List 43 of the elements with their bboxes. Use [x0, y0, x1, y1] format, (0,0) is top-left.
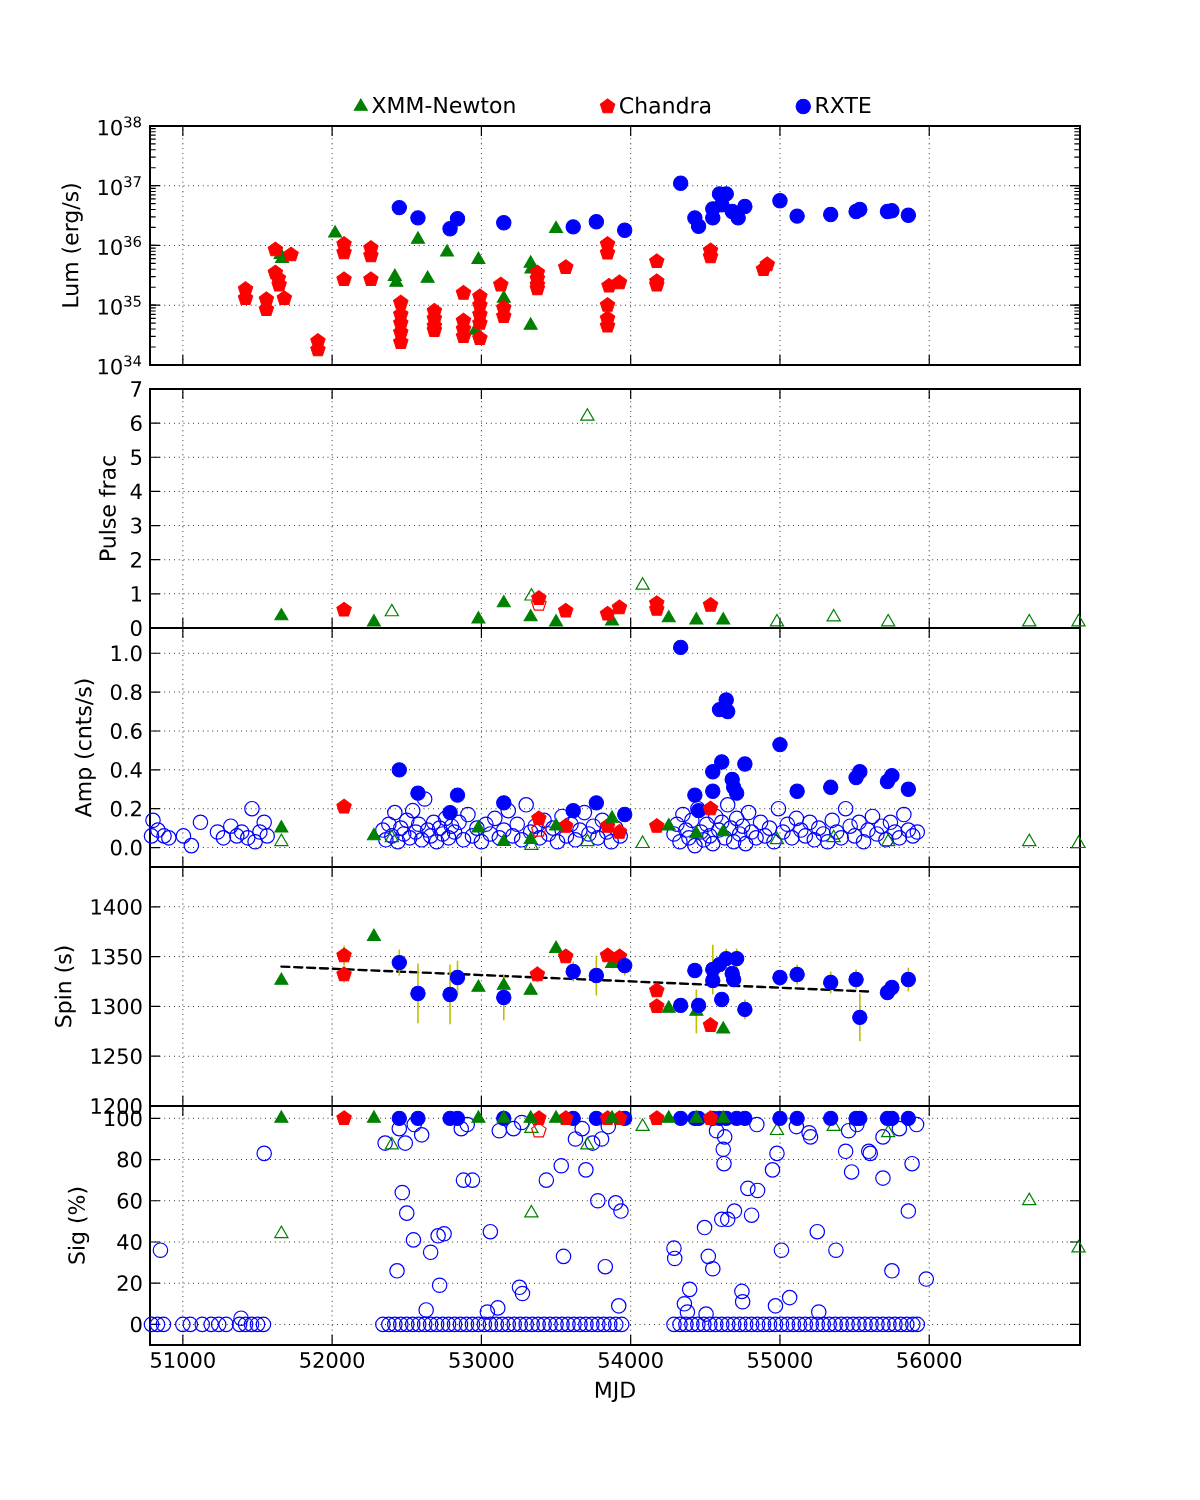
y-tick-label: 1250: [91, 1048, 142, 1065]
x-tick-label: 51000: [151, 1352, 215, 1368]
y-tick-label: 0.4: [110, 761, 142, 778]
x-tick-label: 53000: [449, 1352, 514, 1368]
y-tick-label: 0.6: [110, 723, 142, 739]
y-tick-label: 1300: [91, 998, 142, 1015]
y-tick-label: 40: [117, 1234, 142, 1250]
y-tick-label: 0.2: [110, 800, 141, 817]
y-tick-label: 7: [131, 381, 142, 397]
y-tick-label: 2: [131, 551, 141, 568]
y-tick-label: 10$^{34}$: [98, 355, 142, 375]
y-tick-label: 0: [130, 620, 142, 636]
y-tick-label: 80: [117, 1151, 142, 1168]
y-tick-label: 10$^{35}$: [98, 295, 141, 315]
y-tick-label: 60: [117, 1192, 142, 1209]
legend-label: RXTE: [816, 97, 871, 114]
y-axis-title: Amp (cnts/s): [74, 679, 96, 818]
y-tick-label: 3: [131, 517, 142, 534]
legend-label: XMM-Newton: [372, 97, 515, 114]
y-tick-label: 4: [130, 483, 142, 500]
y-tick-label: 20: [117, 1275, 142, 1292]
y-tick-label: 10$^{36}$: [98, 235, 142, 256]
y-tick-label: 0: [130, 1316, 142, 1333]
legend-label: Chandra: [620, 96, 711, 114]
x-tick-label: 52000: [300, 1352, 365, 1368]
x-tick-label: 54000: [598, 1352, 663, 1368]
x-tick-label: 56000: [897, 1352, 962, 1368]
y-axis-title: Pulse frac: [98, 456, 116, 560]
y-axis-title: Sig (%): [67, 1187, 90, 1264]
y-axis-title: Spin (s): [54, 946, 76, 1027]
y-tick-label: 0.0: [110, 839, 142, 856]
y-tick-label: 1.0: [111, 645, 142, 662]
y-tick-label: 1350: [91, 948, 142, 965]
y-tick-label: 0.8: [110, 684, 142, 701]
x-axis-title: MJD: [595, 1381, 635, 1403]
y-axis-title: Lum (erg/s): [61, 184, 83, 307]
y-tick-label: 10$^{37}$: [98, 176, 141, 196]
y-tick-label: 1: [131, 586, 141, 602]
y-tick-label: 5: [131, 449, 142, 466]
x-tick-label: 55000: [748, 1352, 812, 1368]
y-tick-label: 1400: [91, 898, 142, 915]
y-tick-label: 6: [131, 415, 142, 432]
y-tick-label: 10$^{38}$: [98, 116, 141, 136]
